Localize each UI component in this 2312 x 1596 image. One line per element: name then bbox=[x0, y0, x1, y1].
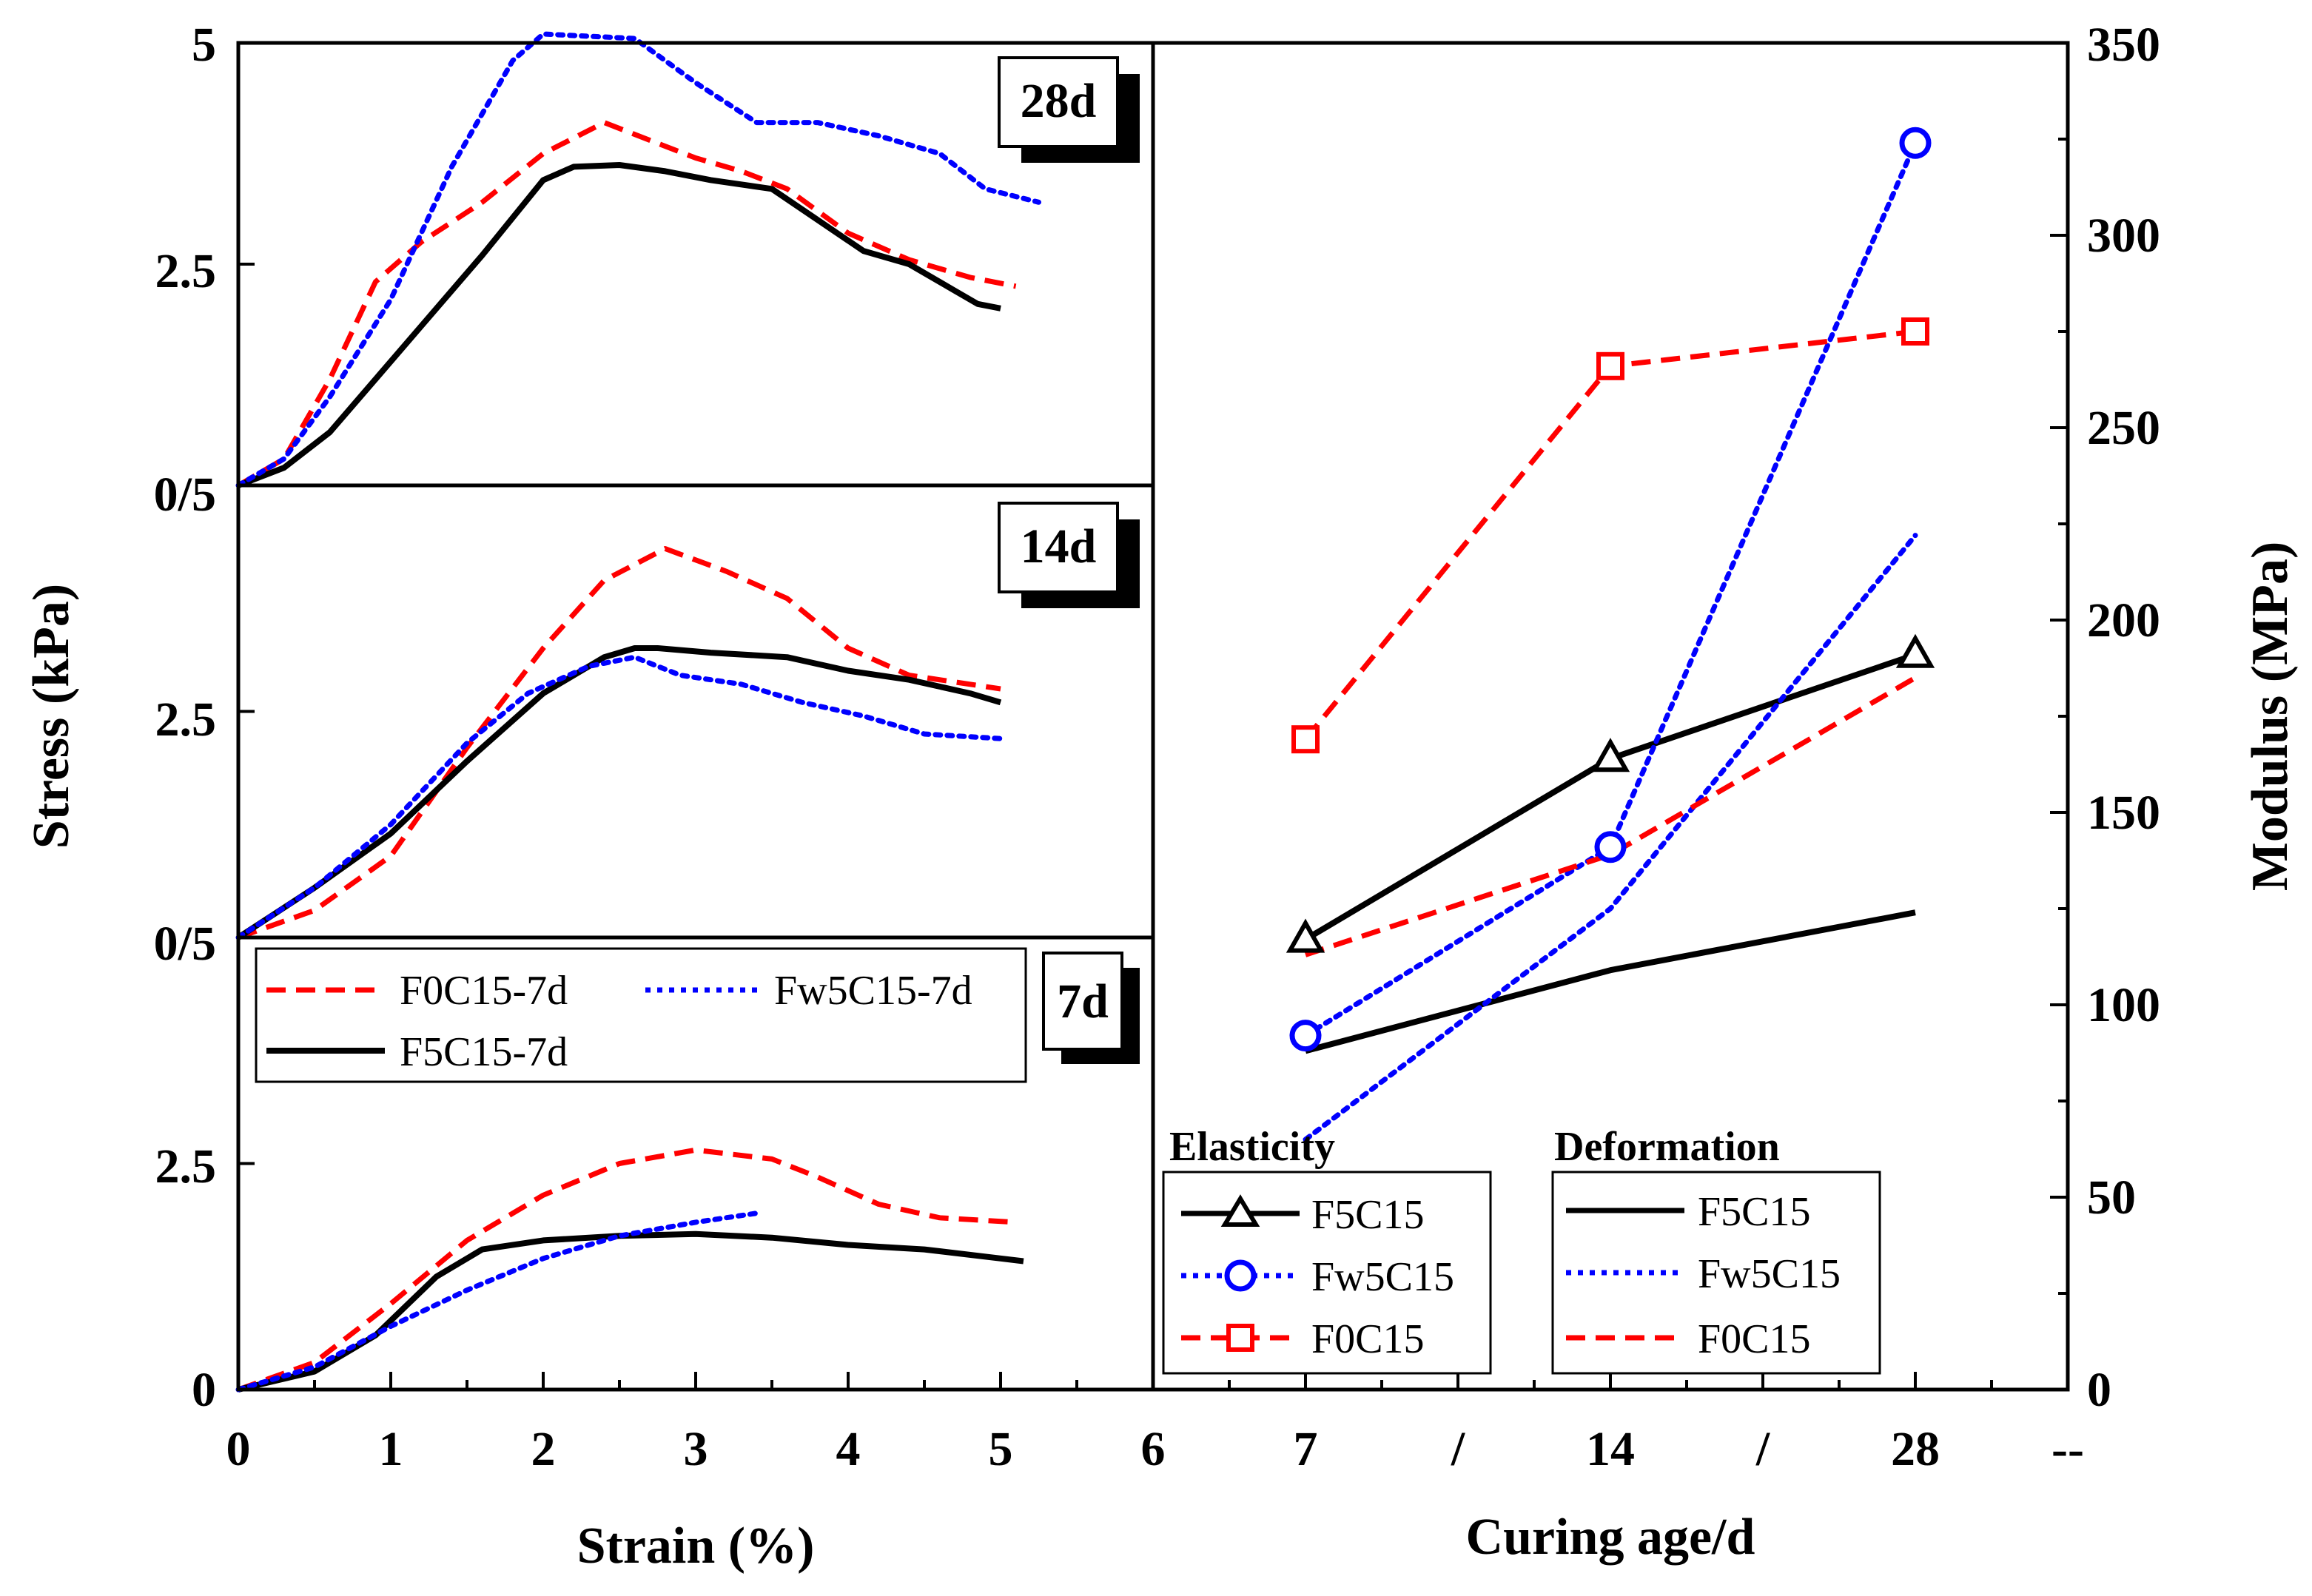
x-tick-strain-2: 2 bbox=[531, 1422, 556, 1476]
marker-elasticity-fw5c15-14 bbox=[1594, 831, 1627, 863]
x-tick-strain-1: 1 bbox=[379, 1422, 403, 1476]
y-tick-modulus-50: 50 bbox=[2087, 1171, 2136, 1225]
series-line-fw5c15-7d bbox=[235, 1211, 759, 1393]
panel-tag-7d-box: 7d bbox=[1042, 952, 1140, 1064]
series-line-deformation-fw5c15 bbox=[1303, 533, 1918, 1142]
y-tick-28d-5: 5 bbox=[192, 18, 216, 72]
legend-label-deformation-f5c15: F5C15 bbox=[1698, 1189, 1811, 1235]
series-line-elasticity-f0c15 bbox=[1303, 329, 1916, 741]
legend-strain: F0C15-7d Fw5C15-7d F5C15-7d bbox=[255, 947, 1027, 1083]
x-tick-strain-3: 3 bbox=[684, 1422, 708, 1476]
legend-label-elasticity-f5c15: F5C15 bbox=[1311, 1192, 1425, 1238]
legend-elasticity: F5C15 Fw5C15 F0C15 bbox=[1162, 1171, 1492, 1375]
legend-label-elasticity-f0c15: F0C15 bbox=[1311, 1316, 1425, 1362]
left-plot-frame bbox=[236, 41, 1155, 1392]
marker-elasticity-f5c15-28 bbox=[1895, 633, 1935, 668]
marker-elasticity-fw5c15-28 bbox=[1899, 127, 1932, 159]
y-tick-modulus-300: 300 bbox=[2087, 209, 2160, 263]
y-tick-28d-2.5: 2.5 bbox=[155, 244, 217, 298]
y-tick-modulus-0: 0 bbox=[2087, 1363, 2111, 1417]
series-line-f5c15-14d bbox=[236, 645, 1002, 940]
legend-marker-triangle-icon bbox=[1220, 1194, 1260, 1227]
series-line-elasticity-fw5c15 bbox=[1303, 140, 1918, 1039]
y-tick-7d-2.5: 2.5 bbox=[155, 1139, 217, 1193]
legend-marker-circle-icon bbox=[1224, 1259, 1257, 1292]
x-axis-label-curing-age: Curing age/d bbox=[1466, 1509, 1755, 1566]
legend-label-deformation-f0c15: F0C15 bbox=[1698, 1316, 1811, 1362]
data-markers bbox=[1286, 127, 1935, 1052]
x-tick-age-end: -- bbox=[2051, 1422, 2084, 1476]
series-line-f0c15-14d bbox=[237, 546, 1001, 940]
panel-tag-14d-box: 14d bbox=[998, 502, 1140, 608]
x-tick-age-sep-1: / bbox=[1451, 1422, 1466, 1476]
series-line-elasticity-f5c15 bbox=[1303, 652, 1917, 943]
y-tick-0-5-upper: 0/5 bbox=[154, 468, 216, 522]
panel-tag-7d: 7d bbox=[1057, 974, 1109, 1028]
y-axis-label-modulus: Modulus (MPa) bbox=[2242, 542, 2299, 892]
marker-elasticity-f5c15-14 bbox=[1590, 738, 1630, 772]
y-tick-modulus-100: 100 bbox=[2087, 978, 2160, 1032]
series-line-deformation-f5c15 bbox=[1304, 909, 1916, 1054]
legend-heading-deformation: Deformation bbox=[1554, 1124, 1780, 1170]
series-line-deformation-f0c15 bbox=[1304, 675, 1917, 957]
series-line-f0c15-7d bbox=[237, 1147, 1016, 1393]
marker-elasticity-fw5c15-7 bbox=[1289, 1020, 1322, 1052]
series-line-f0c15-28d bbox=[237, 120, 1017, 488]
series-line-f5c15-28d bbox=[237, 162, 1001, 488]
legend-marker-square-icon bbox=[1226, 1324, 1254, 1352]
panel-tag-28d: 28d bbox=[1021, 74, 1097, 128]
x-tick-age-sep-2: / bbox=[1755, 1422, 1771, 1476]
x-tick-strain-4: 4 bbox=[836, 1422, 861, 1476]
series-line-fw5c15-28d bbox=[235, 31, 1041, 488]
x-tick-strain-6: 6 bbox=[1141, 1422, 1166, 1476]
y-tick-modulus-150: 150 bbox=[2087, 786, 2160, 840]
marker-elasticity-f0c15-14 bbox=[1596, 351, 1624, 380]
x-tick-strain-0: 0 bbox=[226, 1422, 251, 1476]
marker-elasticity-f0c15-7 bbox=[1291, 725, 1320, 754]
x-axis-label-strain: Strain (%) bbox=[577, 1518, 815, 1575]
panel-tag-28d-box: 28d bbox=[998, 56, 1140, 163]
legend-heading-elasticity: Elasticity bbox=[1169, 1124, 1335, 1170]
marker-elasticity-f5c15-7 bbox=[1286, 918, 1325, 953]
x-tick-strain-5: 5 bbox=[989, 1422, 1013, 1476]
y-tick-modulus-250: 250 bbox=[2087, 401, 2160, 455]
x-tick-age-28: 28 bbox=[1891, 1422, 1940, 1476]
marker-elasticity-f0c15-28 bbox=[1901, 317, 1929, 346]
panel-tag-14d: 14d bbox=[1021, 519, 1097, 573]
legend-deformation: F5C15 Fw5C15 F0C15 bbox=[1551, 1171, 1881, 1375]
legend-label-f5c15-7d: F5C15-7d bbox=[400, 1029, 568, 1075]
y-axis-label-stress: Stress (kPa) bbox=[23, 584, 80, 849]
x-tick-age-7: 7 bbox=[1294, 1422, 1318, 1476]
y-tick-0-5-lower: 0/5 bbox=[154, 917, 216, 971]
x-tick-age-14: 14 bbox=[1586, 1422, 1635, 1476]
y-tick-modulus-350: 350 bbox=[2087, 18, 2160, 72]
legend-label-elasticity-fw5c15: Fw5C15 bbox=[1311, 1254, 1454, 1300]
y-tick-14d-2.5: 2.5 bbox=[155, 693, 217, 747]
legend-strain-box bbox=[255, 947, 1027, 1083]
legend-label-fw5c15-7d: Fw5C15-7d bbox=[774, 968, 972, 1014]
series-line-f5c15-7d bbox=[238, 1230, 1024, 1393]
legend-label-f0c15-7d: F0C15-7d bbox=[400, 968, 568, 1014]
series-line-fw5c15-14d bbox=[235, 654, 1004, 940]
axis-ticks bbox=[237, 41, 2069, 1391]
y-tick-7d-0: 0 bbox=[192, 1363, 216, 1417]
y-tick-modulus-200: 200 bbox=[2087, 593, 2160, 647]
legend-label-deformation-fw5c15: Fw5C15 bbox=[1698, 1251, 1841, 1297]
